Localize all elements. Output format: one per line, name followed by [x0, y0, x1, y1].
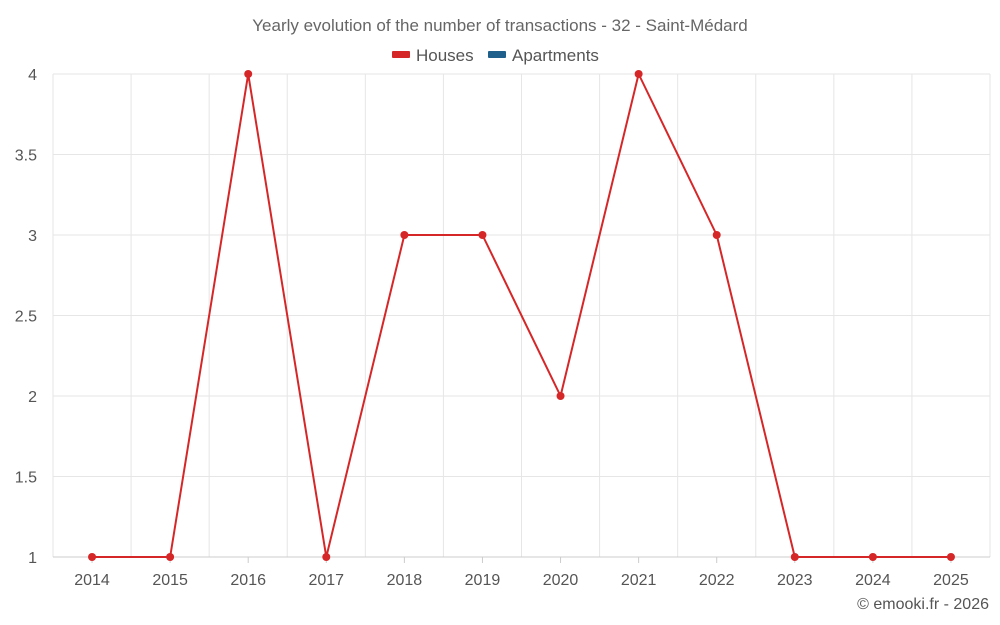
y-tick-label: 4: [28, 67, 37, 84]
y-tick-label: 2: [28, 389, 37, 406]
legend-label-houses: Houses: [416, 46, 474, 65]
credit-text: © emooki.fr - 2026: [857, 596, 989, 613]
data-point[interactable]: [400, 231, 409, 239]
legend: Houses Apartments: [392, 46, 599, 65]
x-tick-label: 2025: [933, 572, 969, 589]
data-point[interactable]: [634, 70, 643, 78]
data-point[interactable]: [868, 553, 877, 561]
x-tick-label: 2022: [699, 572, 735, 589]
data-point[interactable]: [88, 553, 97, 561]
x-tick-label: 2017: [308, 572, 344, 589]
x-tick-label: 2015: [152, 572, 188, 589]
legend-label-apartments: Apartments: [512, 46, 599, 65]
x-tick-label: 2020: [543, 572, 579, 589]
y-tick-label: 1: [28, 550, 37, 567]
series-line-houses: [92, 73, 951, 558]
data-point[interactable]: [712, 231, 721, 239]
y-tick-label: 1.5: [15, 470, 37, 487]
x-tick-label: 2023: [777, 572, 813, 589]
x-tick-label: 2019: [465, 572, 501, 589]
legend-item-apartments[interactable]: Apartments: [488, 46, 599, 65]
data-point[interactable]: [790, 553, 799, 561]
y-tick-label: 3: [28, 228, 37, 245]
x-tick-label: 2021: [621, 572, 657, 589]
axes: 1 1.5 2 2.5 3 3.5 4 2014 2015 2016 2017 2018 2019 202…: [15, 67, 990, 589]
data-point[interactable]: [244, 70, 253, 78]
data-point[interactable]: [556, 392, 565, 400]
y-tick-label: 2.5: [15, 309, 37, 326]
chart-title: Yearly evolution of the number of transa…: [252, 16, 747, 35]
y-tick-label: 3.5: [15, 148, 37, 165]
data-point[interactable]: [166, 553, 175, 561]
data-point[interactable]: [322, 553, 331, 561]
x-tick-label: 2024: [855, 572, 891, 589]
x-tick-label: 2016: [230, 572, 266, 589]
legend-swatch-houses: [392, 51, 410, 58]
x-tick-label: 2018: [387, 572, 423, 589]
data-point[interactable]: [478, 231, 487, 239]
legend-swatch-apartments: [488, 51, 506, 58]
x-tick-label: 2014: [74, 572, 110, 589]
data-point[interactable]: [946, 553, 955, 561]
legend-item-houses[interactable]: Houses: [392, 46, 474, 65]
series-houses: [88, 70, 955, 561]
